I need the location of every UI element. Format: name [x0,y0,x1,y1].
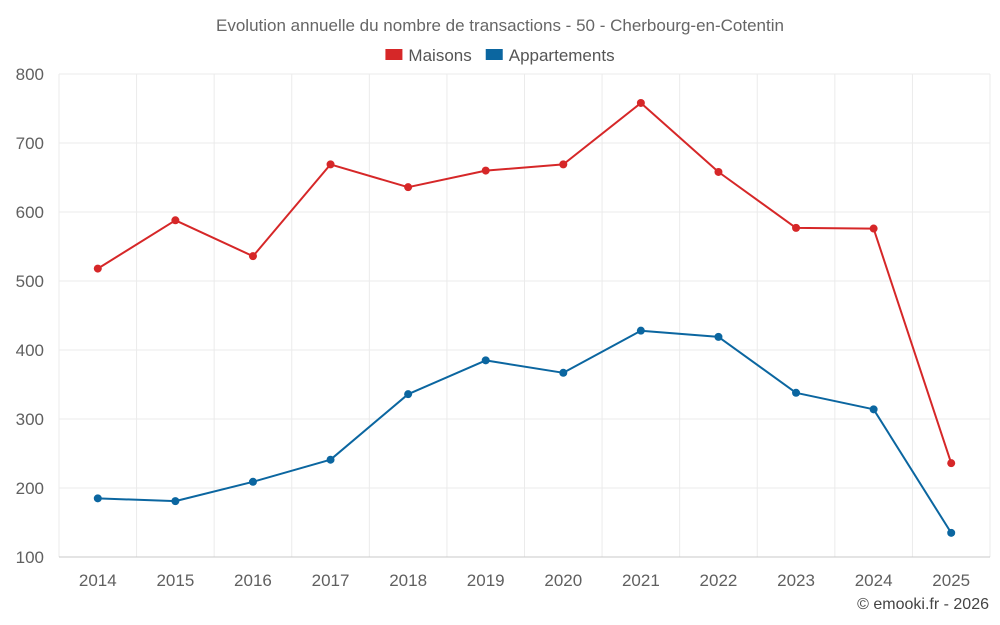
data-point-maisons[interactable] [636,98,645,107]
y-tick-label: 300 [16,410,44,429]
y-axis: 100 200 300 400 500 600 700 800 [16,65,44,567]
y-tick-label: 100 [16,548,44,567]
y-tick-label: 500 [16,272,44,291]
data-point-appartements[interactable] [947,528,956,537]
legend-swatch [485,49,503,60]
data-point-maisons[interactable] [93,264,102,273]
x-axis: 2014 2015 2016 2017 2018 2019 2020 2021 2022 2023… [79,571,970,590]
y-tick-label: 400 [16,341,44,360]
data-point-maisons[interactable] [326,160,335,169]
y-tick-label: 600 [16,203,44,222]
data-point-maisons[interactable] [559,160,568,169]
series-points [93,98,956,537]
data-point-maisons[interactable] [714,167,723,176]
credit-text: © emooki.fr - 2026 [857,596,989,613]
legend-label: Appartements [509,46,615,65]
x-tick-label: 2022 [700,571,738,590]
x-tick-label: 2014 [79,571,117,590]
x-tick-label: 2021 [622,571,660,590]
data-point-maisons[interactable] [481,166,490,175]
legend: Maisons Appartements [385,46,615,65]
x-tick-label: 2017 [312,571,350,590]
chart-title: Evolution annuelle du nombre de transact… [216,16,784,35]
x-tick-label: 2019 [467,571,505,590]
y-tick-label: 800 [16,65,44,84]
x-tick-label: 2016 [234,571,272,590]
data-point-maisons[interactable] [404,183,413,192]
series-lines [97,102,953,534]
data-point-appartements[interactable] [326,455,335,464]
data-point-maisons[interactable] [869,224,878,233]
x-tick-label: 2020 [544,571,582,590]
data-point-maisons[interactable] [171,216,180,225]
legend-item-appartements[interactable]: Appartements [485,46,615,65]
series-line-appartements [97,329,953,534]
data-point-maisons[interactable] [248,252,257,261]
y-tick-label: 700 [16,134,44,153]
data-point-appartements[interactable] [869,405,878,414]
data-point-appartements[interactable] [636,326,645,335]
x-tick-label: 2025 [932,571,970,590]
x-tick-label: 2018 [389,571,427,590]
data-point-appartements[interactable] [404,390,413,399]
legend-item-maisons[interactable]: Maisons [385,46,472,65]
data-point-appartements[interactable] [714,332,723,341]
x-tick-label: 2023 [777,571,815,590]
data-point-appartements[interactable] [93,494,102,503]
data-point-appartements[interactable] [559,368,568,377]
x-tick-label: 2024 [855,571,893,590]
y-tick-label: 200 [16,479,44,498]
data-point-appartements[interactable] [171,497,180,506]
data-point-appartements[interactable] [481,356,490,365]
series-line-maisons [97,102,953,464]
data-point-maisons[interactable] [947,459,956,468]
data-point-appartements[interactable] [248,477,257,486]
data-point-appartements[interactable] [792,388,801,397]
grid [58,73,991,558]
legend-label: Maisons [408,46,471,65]
data-point-maisons[interactable] [792,223,801,232]
x-tick-label: 2015 [156,571,194,590]
legend-swatch [385,49,403,60]
